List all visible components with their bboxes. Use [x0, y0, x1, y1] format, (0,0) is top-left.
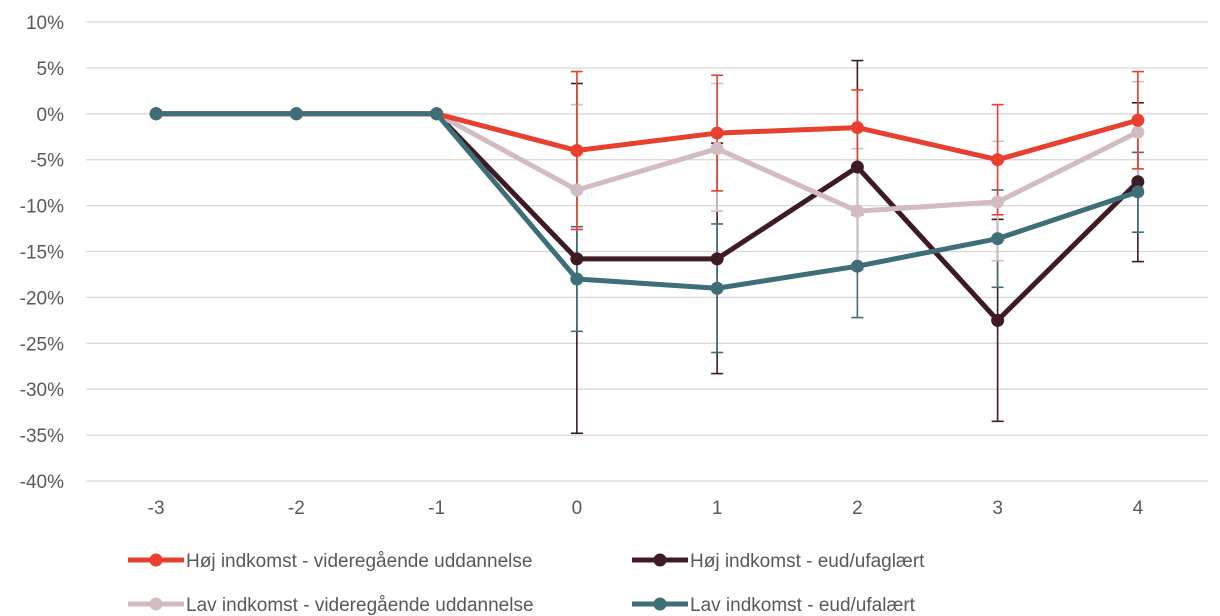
y-tick-label: 5%	[37, 59, 65, 80]
legend-item: Høj indkomst - videregående uddannelse	[128, 551, 532, 572]
data-point	[710, 142, 724, 156]
legend: Høj indkomst - videregående uddannelse Hø…	[128, 551, 925, 616]
data-point	[149, 107, 163, 121]
data-point	[570, 252, 584, 266]
data-point	[991, 195, 1005, 209]
data-point	[850, 204, 864, 218]
x-axis-tick-labels: -3 -2 -1 0 1 2 3 4	[148, 498, 1144, 519]
data-point	[710, 252, 724, 266]
x-tick-label: 2	[852, 498, 863, 519]
y-tick-label: -40%	[20, 472, 64, 493]
data-point	[991, 313, 1005, 327]
x-tick-label: 3	[992, 498, 1003, 519]
data-point	[1131, 125, 1145, 139]
x-tick-label: -3	[148, 498, 165, 519]
y-axis-tick-labels: 10% 5% 0% -5% -10% -15% -20% -25% -30% -35% -40%	[20, 13, 64, 493]
data-point	[850, 121, 864, 135]
data-point	[289, 107, 303, 121]
data-point	[570, 144, 584, 158]
y-tick-label: -15%	[20, 243, 64, 264]
x-tick-label: 4	[1133, 498, 1144, 519]
data-point	[430, 107, 444, 121]
legend-swatch-marker	[653, 597, 667, 611]
y-tick-label: -30%	[20, 380, 64, 401]
series-lines	[153, 111, 1141, 323]
data-point	[991, 153, 1005, 167]
data-point	[850, 160, 864, 174]
y-tick-label: -10%	[20, 197, 64, 218]
x-tick-label: 1	[712, 498, 723, 519]
y-tick-label: -25%	[20, 334, 64, 355]
x-tick-label: 0	[572, 498, 583, 519]
y-tick-label: -5%	[30, 151, 64, 172]
data-point	[850, 259, 864, 273]
data-point	[1131, 113, 1145, 127]
x-tick-label: -2	[288, 498, 305, 519]
y-tick-label: -20%	[20, 288, 64, 309]
legend-item: Lav indkomst - videregående uddannelse	[128, 595, 534, 616]
grid-lines	[86, 21, 1208, 482]
legend-label: Lav indkomst - eud/ufalært	[690, 595, 916, 616]
legend-swatch-marker	[149, 553, 163, 567]
legend-label: Høj indkomst - eud/ufaglært	[690, 551, 925, 572]
series-line	[153, 111, 1141, 323]
legend-item: Høj indkomst - eud/ufaglært	[632, 551, 925, 572]
y-tick-label: 0%	[37, 105, 65, 126]
legend-swatch-marker	[653, 553, 667, 567]
x-tick-label: -1	[428, 498, 445, 519]
data-point	[1131, 185, 1145, 199]
y-tick-label: -35%	[20, 426, 64, 447]
y-tick-label: 10%	[26, 13, 64, 34]
data-point	[710, 126, 724, 140]
legend-swatch-marker	[149, 597, 163, 611]
data-point	[1131, 175, 1145, 189]
legend-item: Lav indkomst - eud/ufalært	[632, 595, 916, 616]
data-point	[710, 281, 724, 295]
series-line	[153, 111, 1141, 163]
series-line	[153, 111, 1141, 214]
error-bars	[570, 59, 1144, 435]
data-point	[570, 272, 584, 286]
legend-label: Lav indkomst - videregående uddannelse	[186, 595, 534, 616]
data-point	[570, 183, 584, 197]
series-points	[149, 107, 1145, 327]
legend-label: Høj indkomst - videregående uddannelse	[186, 551, 532, 572]
data-point	[991, 232, 1005, 246]
series-line	[153, 111, 1141, 291]
